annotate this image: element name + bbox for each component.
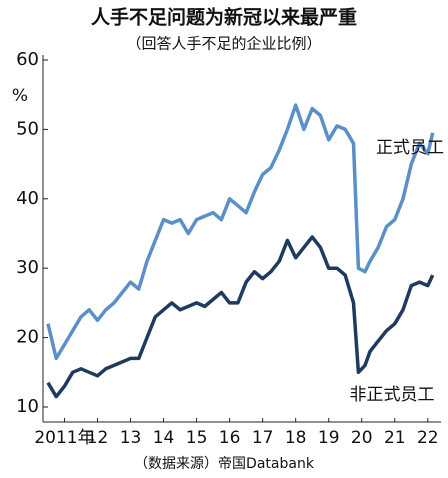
y-tick-label: 20 xyxy=(16,327,39,348)
y-tick-label: 30 xyxy=(16,257,39,278)
y-tick-label: 60 xyxy=(16,49,39,70)
y-tick-label: 10 xyxy=(16,396,39,417)
x-tick-label: 22 xyxy=(417,428,439,448)
x-tick-label: 18 xyxy=(285,428,307,448)
x-tick-label: 12 xyxy=(87,428,109,448)
series-line xyxy=(46,235,435,399)
chart-title: 人手不足问题为新冠以来最严重 xyxy=(91,6,357,29)
x-tick-label: 13 xyxy=(120,428,142,448)
y-unit: % xyxy=(12,86,28,106)
series-label: 非正式员工 xyxy=(350,385,435,405)
x-tick-label: 19 xyxy=(318,428,340,448)
x-tick-label: 14 xyxy=(153,428,175,448)
x-tick-label: 15 xyxy=(186,428,208,448)
x-tick-label: 20 xyxy=(351,428,373,448)
source: （数据来源）帝国Databank xyxy=(134,456,315,472)
series-line xyxy=(46,103,435,361)
x-tick-label: 21 xyxy=(384,428,406,448)
x-tick-label: 16 xyxy=(219,428,241,448)
chart-subtitle: （回答人手不足的企业比例） xyxy=(126,35,321,53)
x-tick-label: 2011年 xyxy=(34,428,94,448)
x-tick-label: 17 xyxy=(252,428,274,448)
y-tick-label: 40 xyxy=(16,188,39,209)
y-tick-label: 50 xyxy=(16,118,39,139)
series-label: 正式员工 xyxy=(376,138,444,158)
